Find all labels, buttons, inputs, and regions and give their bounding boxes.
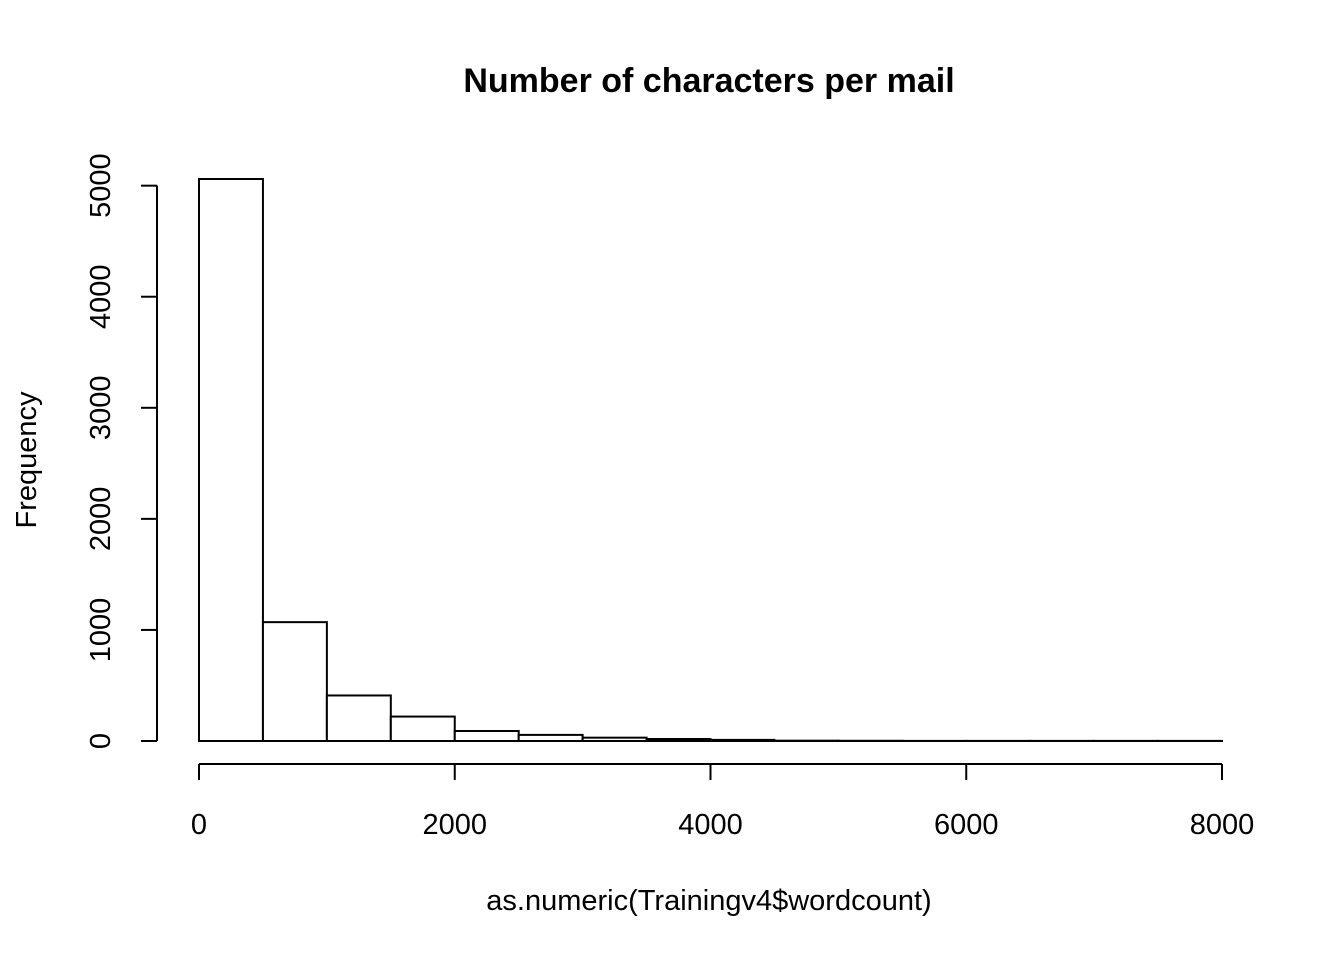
y-tick-label: 4000 [85, 264, 117, 329]
x-tick-label: 4000 [678, 809, 743, 841]
x-tick-label: 6000 [934, 809, 999, 841]
histogram-bar [517, 733, 584, 742]
x-axis-label: as.numeric(Trainingv4$wordcount) [486, 885, 931, 917]
histogram-bar [645, 738, 712, 743]
histogram-bar [453, 730, 520, 743]
histogram-bar [389, 715, 456, 743]
y-tick-label: 2000 [85, 487, 117, 552]
x-tick-label: 2000 [422, 809, 487, 841]
y-tick-label: 3000 [85, 376, 117, 441]
histogram-bar [198, 178, 264, 742]
y-tick-label: 0 [85, 733, 117, 749]
x-tick-label: 0 [191, 809, 207, 841]
x-tick-label: 8000 [1190, 809, 1255, 841]
y-tick-label: 1000 [85, 598, 117, 663]
histogram-bar [709, 738, 776, 743]
histogram-bar [261, 621, 328, 742]
y-tick-label: 5000 [85, 153, 117, 218]
chart-title: Number of characters per mail [463, 62, 954, 100]
x-axis: 0 2000 4000 6000 8000 [191, 763, 1255, 841]
histogram-bars [198, 178, 1223, 743]
histogram-bar [325, 694, 392, 743]
y-axis-label: Frequency [11, 391, 43, 529]
histogram-bar [581, 736, 648, 742]
y-axis: 0 1000 2000 3000 4000 5000 [85, 153, 158, 749]
